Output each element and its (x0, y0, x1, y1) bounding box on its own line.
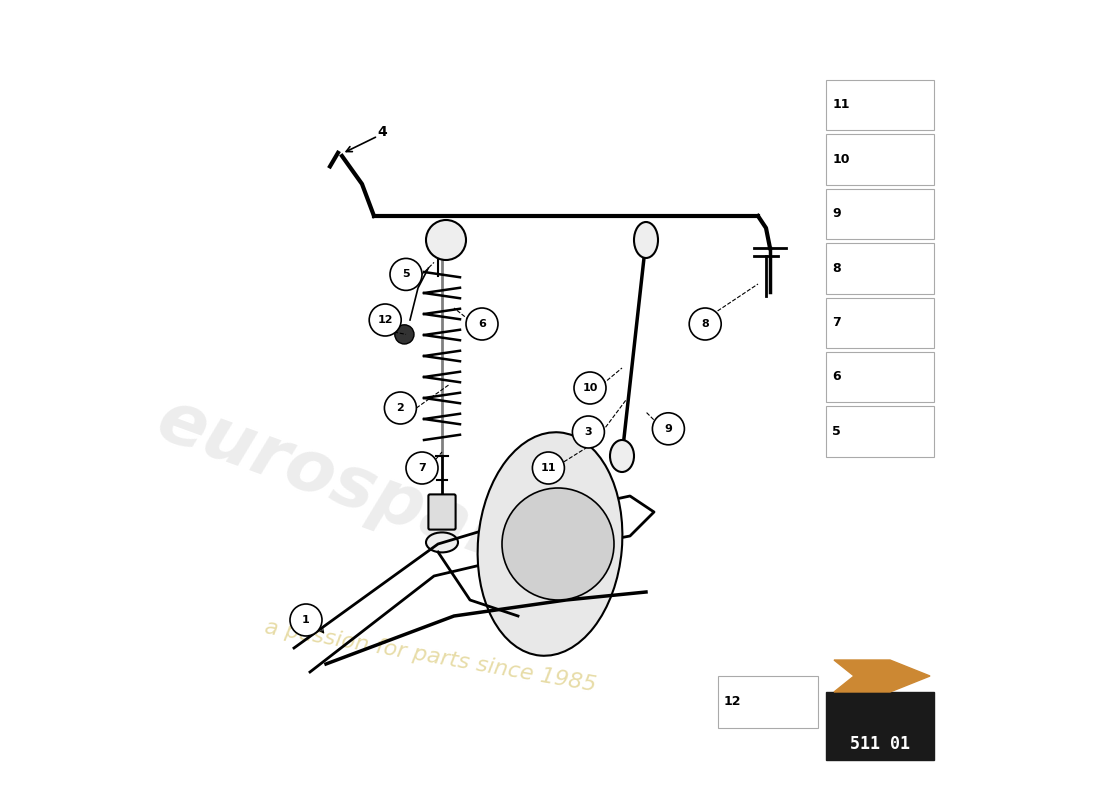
Circle shape (290, 604, 322, 636)
Ellipse shape (610, 440, 634, 472)
Text: eurospares: eurospares (147, 386, 601, 606)
FancyBboxPatch shape (428, 494, 455, 530)
FancyBboxPatch shape (718, 676, 818, 728)
Circle shape (384, 392, 417, 424)
Text: 9: 9 (833, 207, 842, 220)
FancyBboxPatch shape (826, 189, 934, 239)
Circle shape (466, 308, 498, 340)
Text: 12: 12 (377, 315, 393, 325)
Circle shape (395, 325, 414, 344)
Text: 8: 8 (833, 262, 842, 274)
Circle shape (574, 372, 606, 404)
Circle shape (370, 304, 402, 336)
Text: 11: 11 (541, 463, 557, 473)
FancyBboxPatch shape (826, 134, 934, 185)
Text: 9: 9 (664, 424, 672, 434)
Circle shape (390, 258, 422, 290)
Circle shape (426, 220, 466, 260)
Circle shape (406, 452, 438, 484)
FancyBboxPatch shape (826, 352, 934, 402)
Circle shape (532, 452, 564, 484)
Ellipse shape (426, 533, 458, 552)
Text: 7: 7 (418, 463, 426, 473)
Text: 6: 6 (478, 319, 486, 329)
Polygon shape (834, 660, 929, 692)
Text: 5: 5 (833, 425, 842, 438)
FancyBboxPatch shape (826, 298, 934, 348)
Ellipse shape (634, 222, 658, 258)
Circle shape (652, 413, 684, 445)
Text: 8: 8 (702, 319, 710, 329)
Ellipse shape (477, 432, 623, 656)
Text: 5: 5 (403, 270, 410, 279)
Circle shape (690, 308, 722, 340)
FancyBboxPatch shape (826, 406, 934, 457)
Circle shape (502, 488, 614, 600)
Text: 2: 2 (396, 403, 405, 413)
Text: 11: 11 (833, 98, 850, 111)
Text: 7: 7 (833, 316, 842, 329)
Text: 12: 12 (724, 695, 741, 708)
Text: 4: 4 (377, 125, 387, 139)
FancyBboxPatch shape (826, 692, 934, 760)
Text: 10: 10 (582, 383, 597, 393)
Text: 6: 6 (833, 370, 842, 383)
Text: 1: 1 (302, 615, 310, 625)
Circle shape (572, 416, 604, 448)
Text: a passion for parts since 1985: a passion for parts since 1985 (263, 617, 597, 695)
Text: 10: 10 (833, 153, 850, 166)
Text: 3: 3 (584, 427, 592, 437)
FancyBboxPatch shape (826, 80, 934, 130)
Text: 511 01: 511 01 (850, 735, 910, 753)
FancyBboxPatch shape (826, 243, 934, 294)
